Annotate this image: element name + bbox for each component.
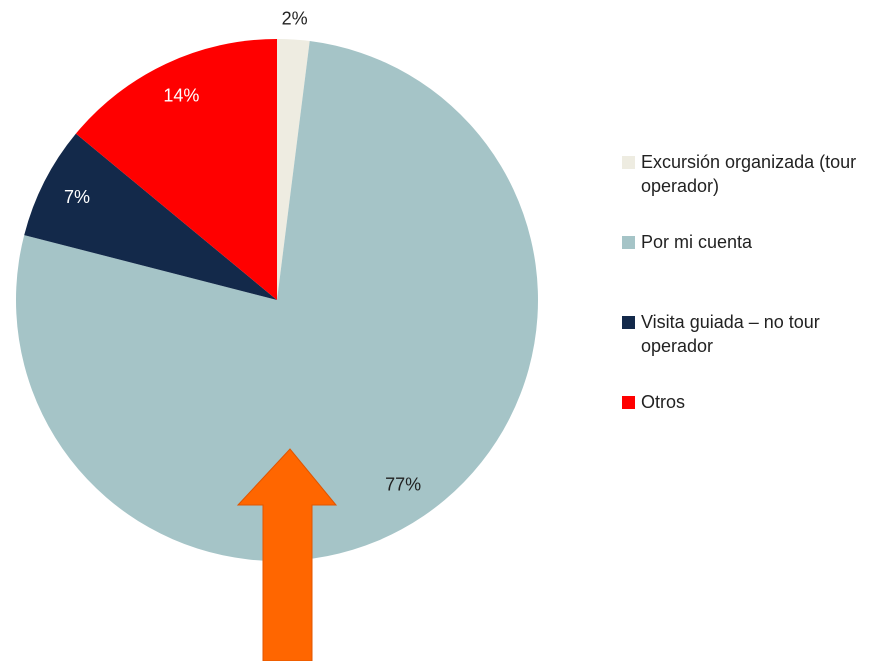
- arrow: [236, 448, 338, 661]
- legend: Excursión organizada (tour operador) Por …: [622, 150, 887, 470]
- data-label: 77%: [385, 474, 421, 494]
- legend-swatch: [622, 396, 635, 409]
- legend-label: Visita guiada – no tour operador: [641, 312, 820, 356]
- legend-label: Excursión organizada (tour operador): [641, 152, 857, 196]
- data-label: 14%: [163, 86, 199, 106]
- legend-swatch: [622, 156, 635, 169]
- legend-swatch: [622, 236, 635, 249]
- legend-item: Por mi cuenta: [622, 230, 887, 310]
- legend-label: Otros: [641, 392, 686, 412]
- pie-slice: [75, 39, 277, 300]
- pie: [16, 39, 539, 562]
- legend-item: Visita guiada – no tour operador: [622, 310, 887, 390]
- legend-label: Por mi cuenta: [641, 232, 753, 252]
- pie-slice: [277, 39, 310, 300]
- data-label: 2%: [282, 8, 308, 28]
- pie-slice: [16, 41, 539, 562]
- legend-item: Excursión organizada (tour operador): [622, 150, 887, 230]
- data-label: 7%: [64, 187, 90, 207]
- legend-item: Otros: [622, 390, 887, 470]
- data-labels: 2% 77% 7% 14%: [64, 8, 421, 494]
- pie-slice: [24, 133, 277, 300]
- legend-swatch: [622, 316, 635, 329]
